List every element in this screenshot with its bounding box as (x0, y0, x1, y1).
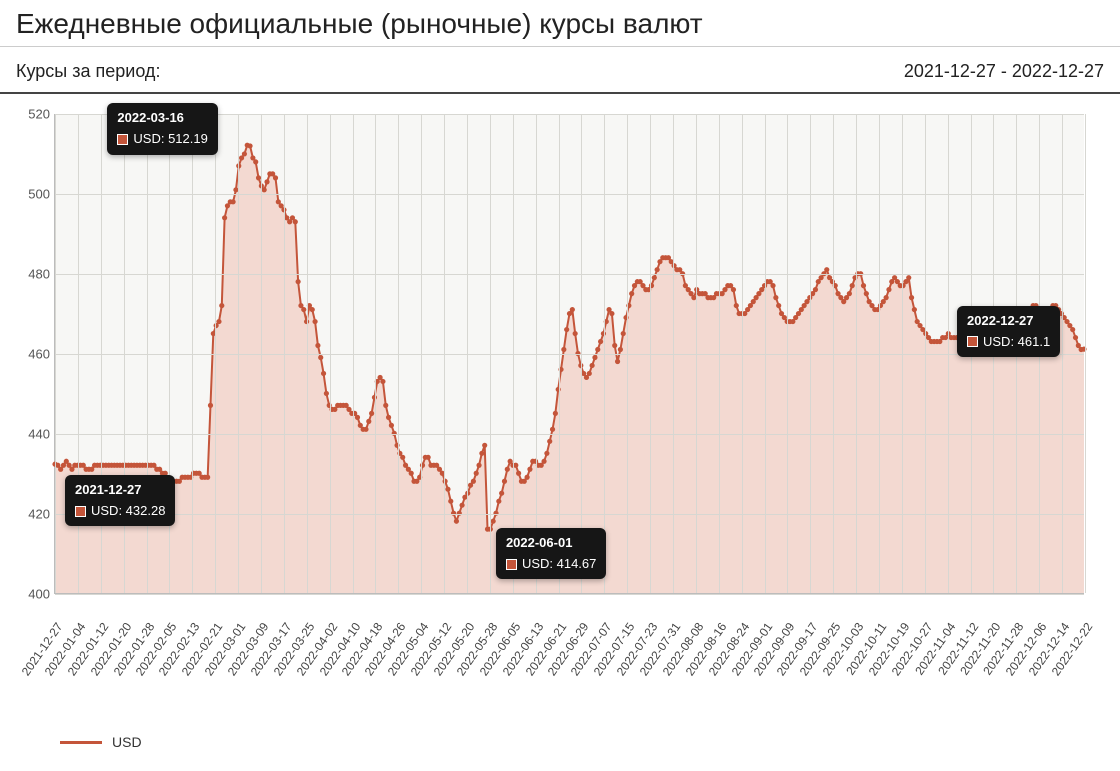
tooltip-row: USD: 512.19 (117, 130, 207, 148)
tooltip-value: USD: 461.1 (983, 333, 1050, 351)
tooltip-swatch (967, 336, 978, 347)
legend-swatch (60, 741, 102, 744)
y-tick-label: 440 (10, 427, 50, 442)
legend: USD (60, 734, 142, 750)
legend-label: USD (112, 734, 142, 750)
plot: 2021-12-27USD: 432.282022-03-16USD: 512.… (54, 114, 1084, 594)
tooltip-row: USD: 461.1 (967, 333, 1050, 351)
tooltip-row: USD: 414.67 (506, 555, 596, 573)
tooltip-value: USD: 512.19 (133, 130, 207, 148)
y-tick-label: 400 (10, 587, 50, 602)
tooltip-date: 2021-12-27 (75, 481, 165, 499)
period-label: Курсы за период: (16, 61, 160, 82)
x-axis: 2021-12-272022-01-042022-01-122022-01-20… (54, 620, 1084, 720)
subtitle-row: Курсы за период: 2021-12-27 - 2022-12-27 (0, 47, 1120, 94)
chart-area: 400420440460480500520 2021-12-27USD: 432… (54, 114, 1084, 594)
tooltip: 2021-12-27 USD: 432.28 (65, 475, 175, 526)
tooltip-date: 2022-12-27 (967, 312, 1050, 330)
tooltip: 2022-12-27 USD: 461.1 (957, 306, 1060, 357)
y-axis: 400420440460480500520 (10, 114, 50, 594)
page-title: Ежедневные официальные (рыночные) курсы … (0, 0, 1120, 47)
tooltip-date: 2022-06-01 (506, 534, 596, 552)
y-tick-label: 420 (10, 507, 50, 522)
tooltip-date: 2022-03-16 (117, 109, 207, 127)
period-value: 2021-12-27 - 2022-12-27 (904, 61, 1104, 82)
y-tick-label: 480 (10, 267, 50, 282)
tooltip-row: USD: 432.28 (75, 502, 165, 520)
y-tick-label: 500 (10, 187, 50, 202)
y-tick-label: 520 (10, 107, 50, 122)
tooltip-swatch (75, 506, 86, 517)
tooltip-swatch (506, 559, 517, 570)
tooltip-value: USD: 432.28 (91, 502, 165, 520)
tooltip-value: USD: 414.67 (522, 555, 596, 573)
y-tick-label: 460 (10, 347, 50, 362)
tooltip: 2022-03-16 USD: 512.19 (107, 103, 217, 154)
tooltip: 2022-06-01 USD: 414.67 (496, 528, 606, 579)
tooltip-swatch (117, 134, 128, 145)
